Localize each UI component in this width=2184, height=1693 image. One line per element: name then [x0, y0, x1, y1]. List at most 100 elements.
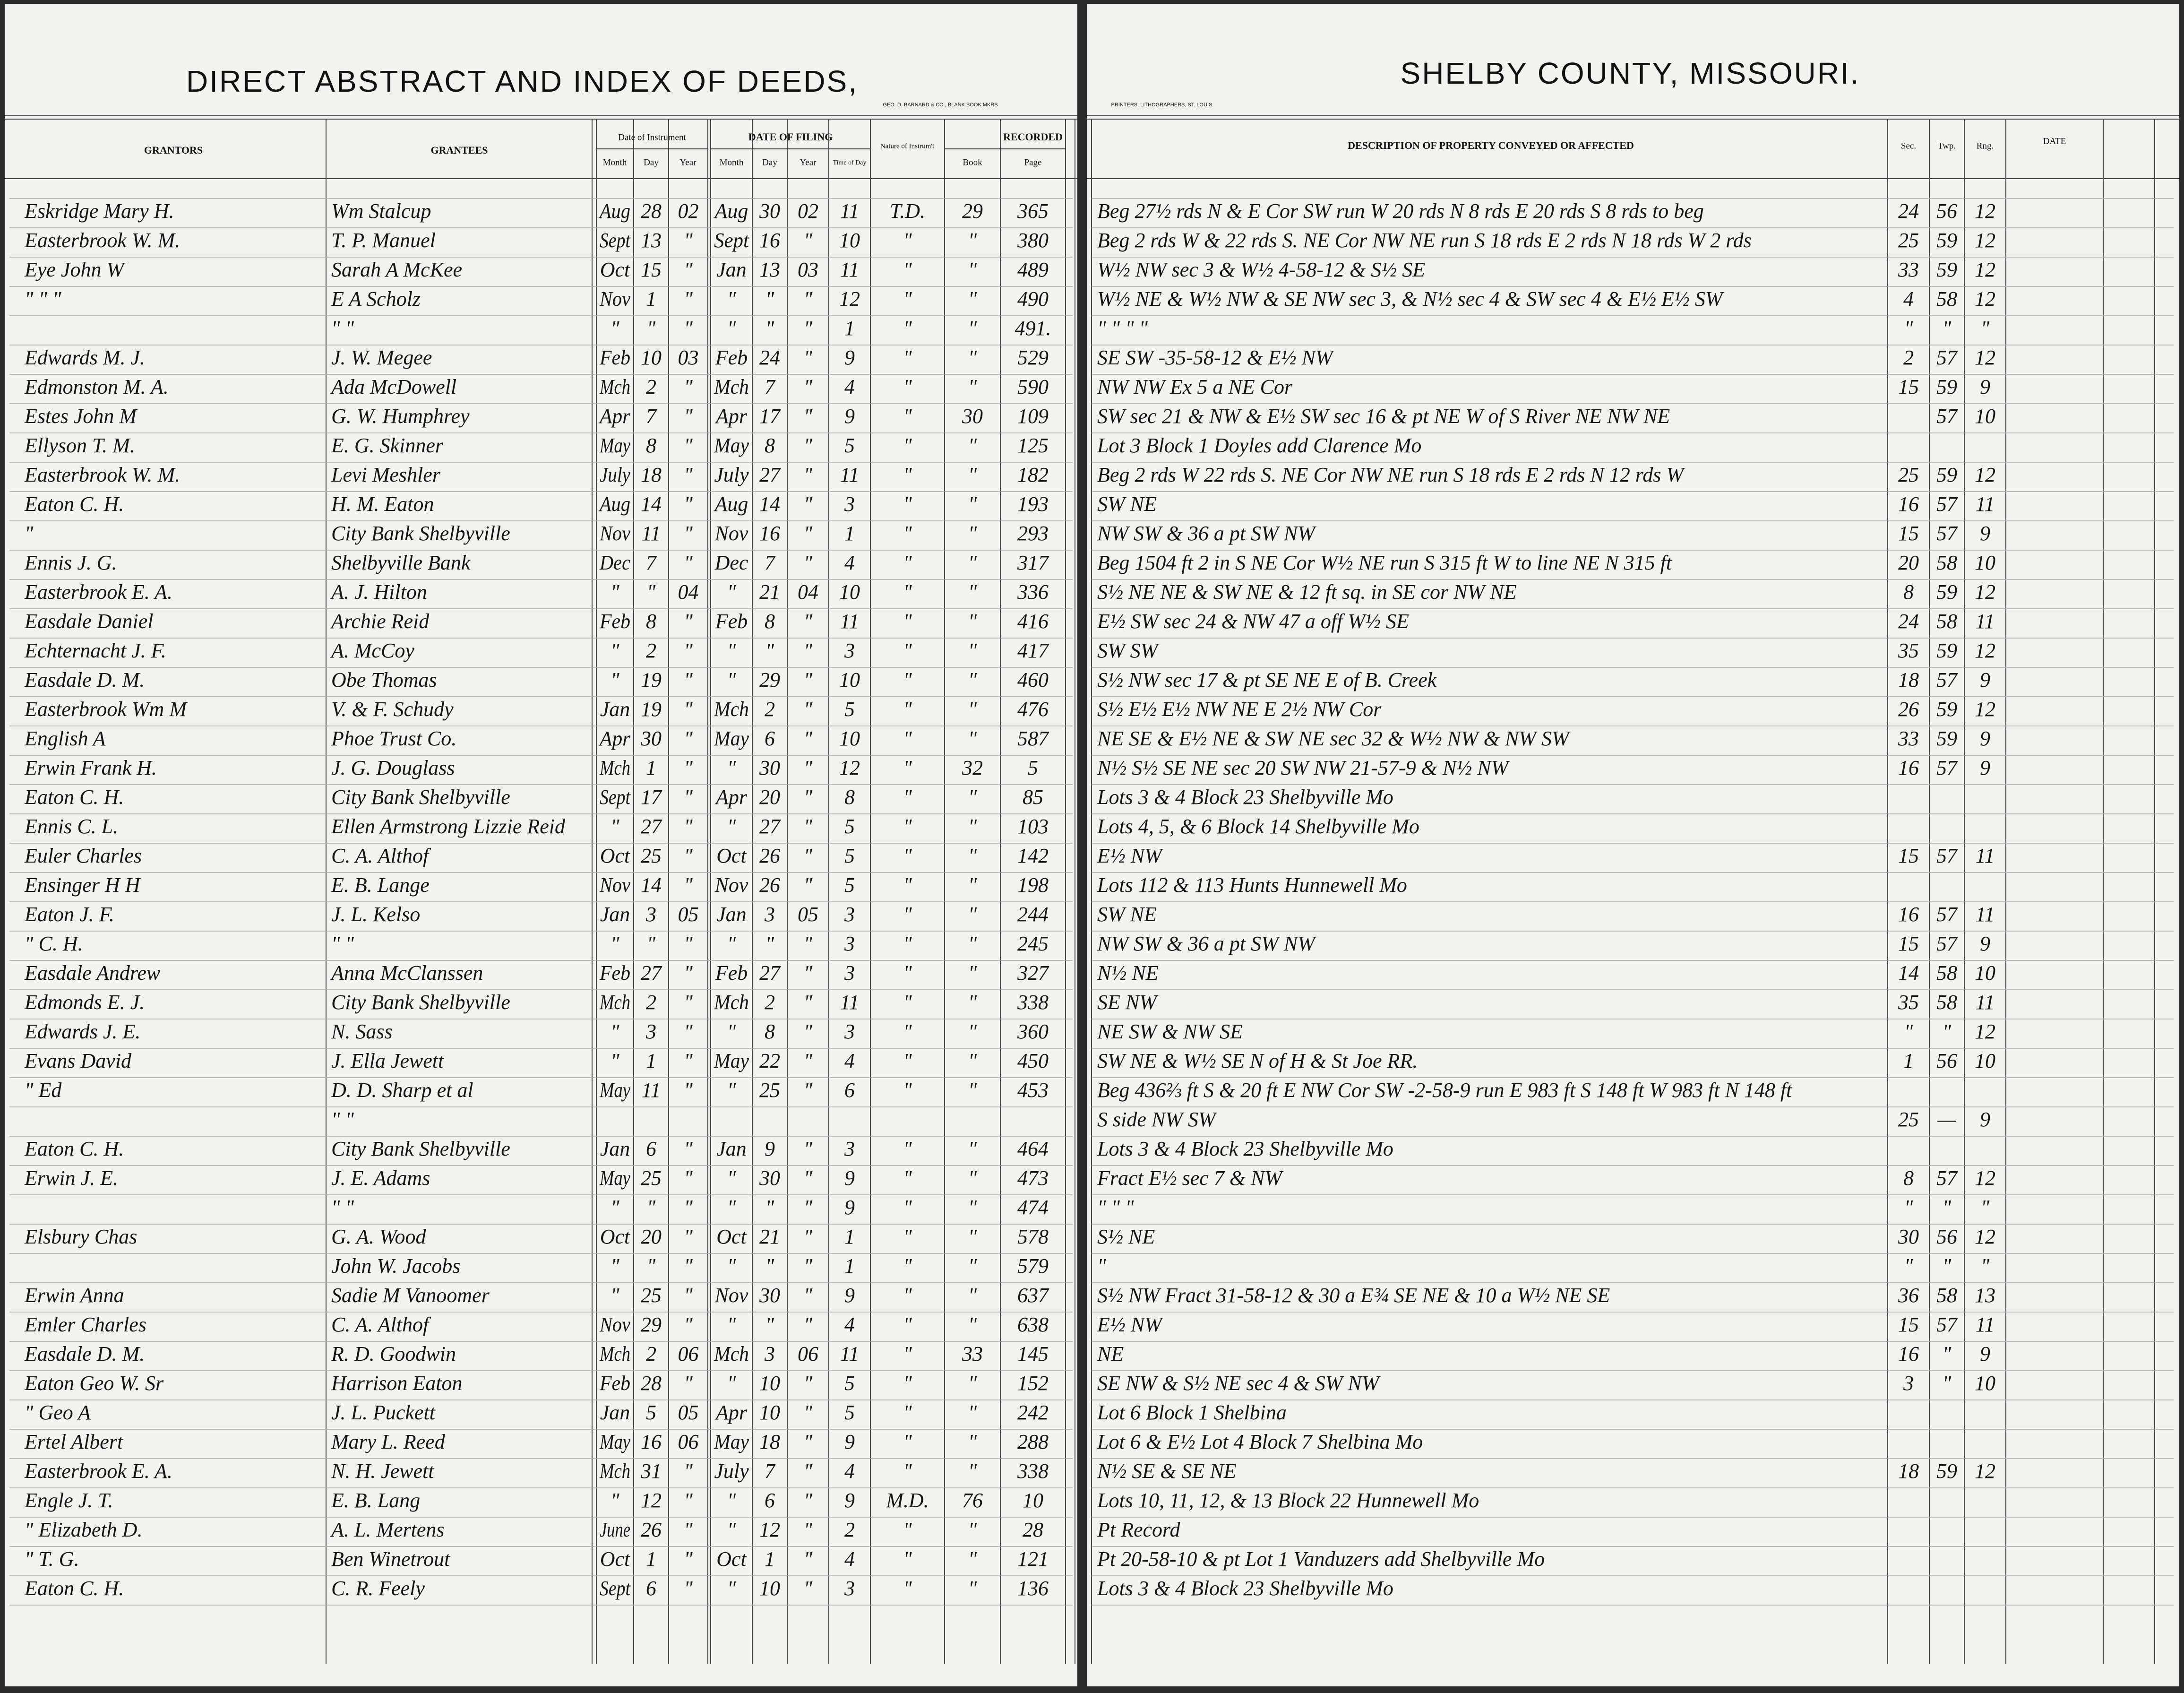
handwritten-entry: E. G. Skinner — [331, 434, 444, 457]
handwritten-entry: C. A. Althof — [331, 844, 431, 867]
left-title: DIRECT ABSTRACT AND INDEX OF DEEDS, — [186, 64, 858, 98]
handwritten-entry: SW NE — [1097, 492, 1157, 516]
handwritten-entry: 57 — [1936, 522, 1958, 545]
handwritten-entry: " — [610, 639, 619, 662]
handwritten-entry: 24 — [1898, 199, 1919, 223]
handwritten-entry: " — [765, 1313, 774, 1336]
handwritten-entry: " — [610, 1020, 619, 1043]
handwritten-entry: 27 — [759, 961, 781, 985]
handwritten-entry: " — [903, 1020, 912, 1043]
handwritten-entry: " — [903, 375, 912, 398]
handwritten-entry: " " " — [1097, 1196, 1134, 1219]
handwritten-entry: Easdale D. M. — [24, 668, 145, 691]
handwritten-entry: Eaton C. H. — [24, 1137, 124, 1160]
handwritten-entry: 59 — [1936, 698, 1957, 721]
handwritten-entry: Lots 3 & 4 Block 23 Shelbyville Mo — [1097, 1137, 1393, 1160]
handwritten-entry: S½ NW Fract 31-58-12 & 30 a E¾ SE NE & 1… — [1097, 1284, 1610, 1307]
handwritten-entry: " — [903, 815, 912, 838]
handwritten-entry: 11 — [840, 610, 860, 633]
handwritten-entry: 103 — [1017, 815, 1049, 838]
handwritten-entry: " — [804, 1372, 813, 1395]
handwritten-entry: Feb — [599, 1372, 630, 1395]
handwritten-entry: Feb — [599, 961, 630, 985]
handwritten-entry: " — [647, 1254, 656, 1278]
handwritten-entry: 578 — [1017, 1225, 1049, 1248]
handwritten-entry: 58 — [1936, 287, 1957, 311]
handwritten-entry: Edmonds E. J. — [24, 991, 145, 1014]
handwritten-entry: 10 — [839, 727, 860, 750]
handwritten-entry: 7 — [646, 405, 657, 428]
handwritten-entry: 57 — [1936, 756, 1958, 779]
handwritten-entry: 26 — [759, 844, 780, 867]
handwritten-entry: 28 — [641, 199, 662, 223]
handwritten-entry: " — [968, 639, 977, 662]
handwritten-entry: 57 — [1936, 668, 1958, 691]
handwritten-entry: 12 — [839, 287, 860, 311]
handwritten-entry: Apr — [714, 786, 748, 809]
handwritten-entry: Jan — [600, 1137, 630, 1160]
handwritten-entry: " — [804, 991, 813, 1014]
imprint: GEO. D. BARNARD & CO., BLANK BOOK MKRS — [883, 102, 997, 108]
handwritten-entry: 9 — [1980, 522, 1990, 545]
handwritten-entry: Erwin Anna — [24, 1284, 124, 1307]
handwritten-entry: 9 — [1980, 668, 1990, 691]
handwritten-entry: " — [684, 786, 693, 809]
handwritten-entry: " — [684, 610, 693, 633]
handwritten-entry: 198 — [1017, 873, 1049, 897]
handwritten-entry: Ben Winetrout — [331, 1547, 451, 1571]
handwritten-entry: Easterbrook E. A. — [24, 580, 172, 604]
handwritten-entry: " — [765, 1196, 774, 1219]
sub-header: Day — [644, 157, 659, 167]
handwritten-entry: 02 — [798, 199, 818, 223]
handwritten-entry: NW NW Ex 5 a NE Cor — [1097, 375, 1293, 398]
handwritten-entry: " " " — [25, 287, 61, 311]
handwritten-entry: 29 — [759, 668, 780, 691]
handwritten-entry: Oct — [600, 1225, 631, 1248]
handwritten-entry: 19 — [641, 668, 662, 691]
handwritten-entry: " — [684, 463, 693, 486]
handwritten-entry: 9 — [844, 405, 855, 428]
handwritten-entry: " — [765, 932, 774, 955]
handwritten-entry: 476 — [1017, 698, 1049, 721]
handwritten-entry: " — [903, 1401, 912, 1424]
handwritten-entry: " — [804, 961, 813, 985]
handwritten-entry: 57 — [1936, 405, 1958, 428]
handwritten-entry: City Bank Shelbyville — [331, 786, 510, 809]
handwritten-entry: N. H. Jewett — [331, 1460, 435, 1483]
handwritten-entry: 336 — [1017, 580, 1049, 604]
handwritten-entry: City Bank Shelbyville — [331, 522, 510, 545]
handwritten-entry: 142 — [1017, 844, 1049, 867]
handwritten-entry: 30 — [759, 199, 780, 223]
handwritten-entry: " — [684, 1079, 693, 1102]
handwritten-entry: 244 — [1017, 903, 1049, 926]
handwritten-entry: 15 — [641, 258, 662, 281]
handwritten-entry: 56 — [1936, 199, 1957, 223]
handwritten-entry: " — [684, 873, 693, 897]
handwritten-entry: 6 — [646, 1577, 656, 1600]
handwritten-entry: " — [804, 1049, 813, 1072]
handwritten-entry: Jan — [600, 698, 630, 721]
handwritten-entry: 5 — [844, 844, 855, 867]
handwritten-entry: " — [903, 287, 912, 311]
handwritten-entry: 12 — [1975, 463, 1995, 486]
handwritten-entry: 4 — [844, 375, 855, 398]
handwritten-entry: " — [968, 727, 977, 750]
handwritten-entry: G. W. Humphrey — [331, 405, 470, 428]
handwritten-entry: 30 — [640, 727, 662, 750]
column-header: Sec. — [1901, 141, 1916, 151]
handwritten-entry: " T. G. — [25, 1547, 79, 1571]
handwritten-entry: " — [1943, 317, 1952, 340]
handwritten-entry: 56 — [1936, 1049, 1957, 1072]
handwritten-entry: 416 — [1017, 610, 1049, 633]
handwritten-entry: Easdale D. M. — [24, 1342, 145, 1365]
handwritten-entry: 9 — [1980, 756, 1990, 779]
handwritten-entry: Mch — [714, 375, 749, 398]
left-page — [5, 4, 1077, 1686]
handwritten-entry: 16 — [1898, 492, 1919, 516]
handwritten-entry: 12 — [1975, 287, 1995, 311]
handwritten-entry: " — [765, 639, 774, 662]
handwritten-entry: Lots 3 & 4 Block 23 Shelbyville Mo — [1097, 786, 1393, 809]
handwritten-entry: " — [804, 1518, 813, 1541]
handwritten-entry: 12 — [1975, 258, 1995, 281]
